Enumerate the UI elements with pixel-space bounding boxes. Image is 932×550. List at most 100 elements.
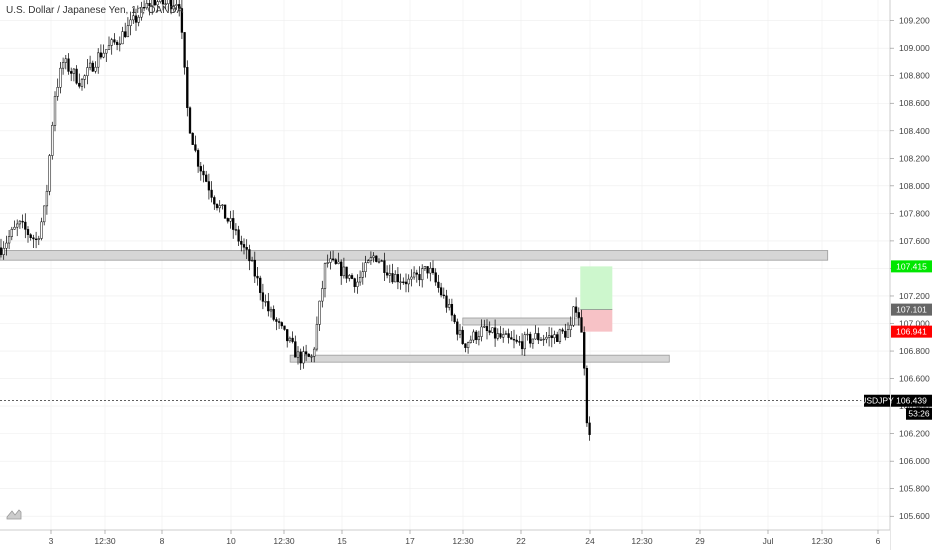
candle-body <box>326 262 329 264</box>
x-tick-label: 12:30 <box>631 536 653 546</box>
tradingview-logo-icon[interactable] <box>6 508 22 520</box>
candle-body <box>472 331 475 341</box>
candle-body <box>518 341 521 343</box>
y-tick-label: 107.800 <box>899 208 930 218</box>
candle-body <box>205 174 208 182</box>
x-tick-label: 15 <box>337 536 347 546</box>
candle-body <box>140 7 143 18</box>
candle-body <box>429 267 432 274</box>
candle-body <box>64 58 67 63</box>
candle-body <box>394 274 397 283</box>
last-price-tag <box>891 394 932 407</box>
candle-body <box>488 330 491 333</box>
candle-body <box>126 25 130 38</box>
candle-body <box>110 39 113 46</box>
candle-body <box>585 368 589 424</box>
resistance-zone[interactable] <box>0 250 829 261</box>
candle-body <box>421 268 424 281</box>
candle-body <box>264 301 267 303</box>
candle-body <box>353 278 356 287</box>
candle-body <box>367 260 370 263</box>
candle-body <box>550 335 553 339</box>
candle-body <box>288 337 292 342</box>
candle-body <box>80 79 84 87</box>
candle-body <box>493 327 497 339</box>
y-tick-label: 105.800 <box>899 484 930 494</box>
candle-body <box>404 281 408 285</box>
entry-price-tag <box>891 303 932 316</box>
candle-body <box>385 272 389 276</box>
candle-body <box>466 342 470 348</box>
candle-body <box>267 301 270 312</box>
candle-body <box>115 41 119 45</box>
candle-body <box>496 333 499 339</box>
candle-body <box>526 333 529 336</box>
candle-body <box>504 333 508 335</box>
candle-body <box>475 331 478 341</box>
countdown-tag <box>906 407 932 420</box>
candle-body <box>250 259 254 262</box>
candle-body <box>56 87 59 97</box>
candle-body <box>137 16 140 23</box>
target-zone[interactable] <box>580 266 613 310</box>
x-tick-label: 6 <box>876 536 881 546</box>
candle-body <box>334 259 337 264</box>
candle-body <box>196 150 200 167</box>
candle-body <box>277 321 281 323</box>
candle-body <box>218 205 221 209</box>
candle-body <box>569 325 572 330</box>
symbol-tag-label: USDJPY <box>860 396 894 406</box>
y-tick-label: 108.800 <box>899 71 930 81</box>
candle-body <box>172 5 175 10</box>
candle-body <box>67 58 70 72</box>
candle-body <box>240 240 243 245</box>
candle-body <box>418 274 421 281</box>
candle-body <box>372 255 375 258</box>
candle-body <box>361 271 364 278</box>
x-tick-label: 8 <box>160 536 165 546</box>
candle-body <box>223 204 227 219</box>
y-tick-label: 106.600 <box>899 374 930 384</box>
y-tick-label: 107.000 <box>899 319 930 329</box>
candle-body <box>377 261 381 263</box>
candle-body <box>75 68 78 84</box>
long-position-tool[interactable] <box>580 266 613 332</box>
candle-body <box>434 272 437 283</box>
stop-price-tag-label: 106.941 <box>896 327 927 337</box>
y-tick-label: 109.000 <box>899 43 930 53</box>
x-tick-label: 12:30 <box>452 536 474 546</box>
candle-body <box>207 181 211 191</box>
candle-body <box>437 281 440 288</box>
y-tick-label: 106.000 <box>899 456 930 466</box>
candle-body <box>245 247 248 250</box>
candle-body <box>469 339 472 343</box>
candle-body <box>234 229 238 231</box>
y-tick-label: 105.600 <box>899 511 930 521</box>
support-zone[interactable] <box>289 354 670 363</box>
candle-body <box>537 333 540 341</box>
y-tick-label: 108.600 <box>899 98 930 108</box>
candle-body <box>72 68 76 74</box>
candle-body <box>364 262 367 272</box>
horizontal-zones[interactable] <box>0 250 829 363</box>
candle-body <box>502 334 505 338</box>
stop-zone[interactable] <box>580 309 613 332</box>
candle-body <box>16 223 19 228</box>
candle-body <box>531 338 535 344</box>
candle-body <box>491 327 494 333</box>
candle-body <box>458 329 462 335</box>
candle-body <box>515 339 518 342</box>
candle-body <box>269 308 273 312</box>
candle-body <box>577 312 580 318</box>
time-axis-bg <box>0 530 890 550</box>
candle-body <box>431 267 435 273</box>
candle-body <box>304 351 308 355</box>
y-tick-label: 106.800 <box>899 346 930 356</box>
time-axis[interactable]: 3 12:30 8 10 12:30 15 17 12:30 22 24 12:30 29 Jul 12:… <box>49 530 881 546</box>
candle-body <box>529 333 532 344</box>
candle-body <box>296 351 300 358</box>
candle-body <box>340 261 343 277</box>
candle-body <box>229 218 232 222</box>
candle-body <box>13 226 16 230</box>
